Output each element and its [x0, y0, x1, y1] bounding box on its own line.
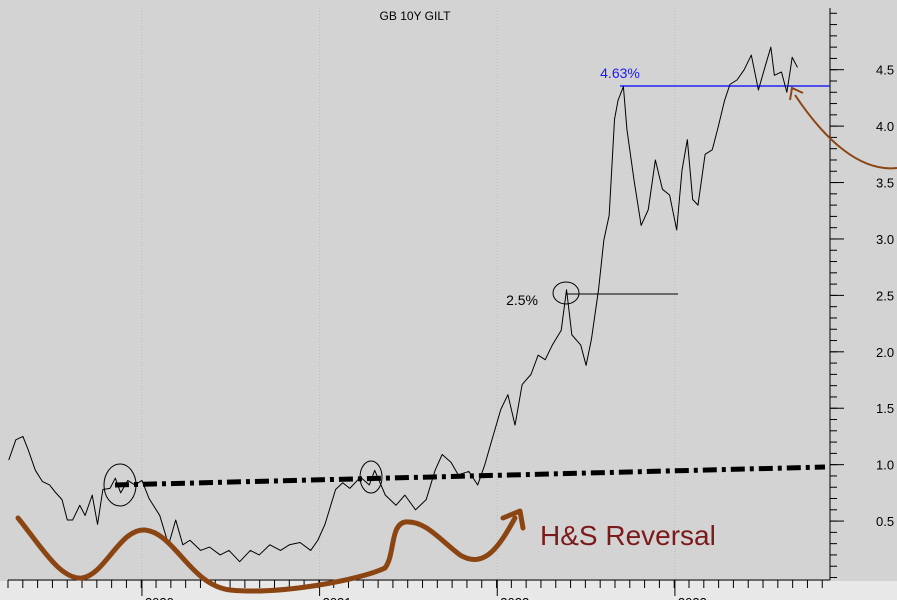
annotation-label: 4.63% — [600, 65, 640, 81]
x-tick-label: 2021 — [323, 595, 352, 600]
pattern-curve — [15, 515, 518, 594]
y-tick-label: 3.0 — [876, 232, 894, 247]
highlight-circle — [552, 281, 580, 305]
x-tick-label: 2022 — [500, 595, 529, 600]
y-tick-label: 2.0 — [876, 345, 894, 360]
y-tick-label: 1.0 — [876, 458, 894, 473]
x-tick-label: 2020 — [145, 595, 174, 600]
series-line — [8, 46, 798, 563]
y-tick-label: 4.5 — [876, 63, 894, 78]
x-tick-label: 2023 — [678, 595, 707, 600]
pointer-curve — [794, 94, 897, 170]
neckline — [114, 464, 826, 488]
y-tick-label: 0.5 — [876, 514, 894, 529]
series-layer — [8, 46, 798, 563]
chart-title: GB 10Y GILT — [380, 9, 452, 23]
y-tick-label: 1.5 — [876, 401, 894, 416]
annotation-label: 2.5% — [506, 292, 538, 308]
y-tick-label: 3.5 — [876, 176, 894, 191]
annotation-label: H&S Reversal — [540, 520, 716, 551]
minor-ticks — [7, 12, 844, 596]
arrow-head — [500, 508, 526, 531]
y-tick-label: 4.0 — [876, 119, 894, 134]
y-tick-label: 2.5 — [876, 288, 894, 303]
arrow-head — [789, 86, 804, 101]
